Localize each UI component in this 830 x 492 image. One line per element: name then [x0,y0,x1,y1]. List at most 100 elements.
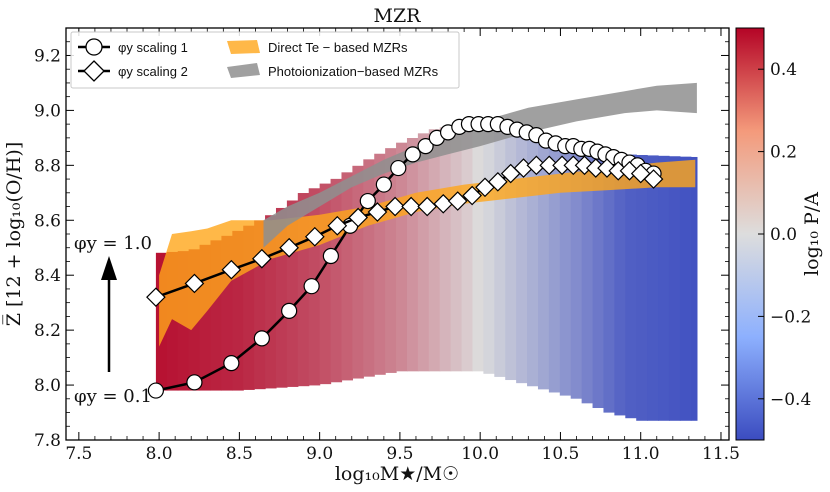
model-band-strip [428,129,441,372]
y-tick-label: 9.0 [34,101,61,121]
scaling-2-point [304,226,325,247]
scaling-2-point [348,207,369,228]
model-band-strip [385,148,397,373]
colorbar-tick-label: −0.4 [770,390,811,410]
scaling-2-point [574,155,595,176]
model-band-strip [341,172,353,381]
model-band-strip [647,155,659,421]
phi-arrow-head [101,256,117,280]
x-tick-label: 8.0 [146,444,173,464]
y-tick-label: 8.2 [34,321,61,341]
scaling-1-point [281,302,298,320]
scaling-2-point [385,196,405,217]
y-axis-title: Z̅ [12 + log₁₀(O/H)] [3,142,25,327]
scaling-2-point [279,237,299,258]
model-band-strip [679,156,692,421]
legend-box [70,31,460,89]
colorbar-title: log₁₀ P/A [801,192,823,276]
model-band-strip [363,159,375,377]
scaling-2-point [619,160,640,181]
model-band-strip [472,124,484,372]
chart-title: MZR [374,5,422,27]
model-band-strip [581,147,594,404]
x-tick-label: 7.5 [65,444,92,464]
colorbar-tick-label: 0.4 [770,60,797,80]
photoionization-band [263,82,697,248]
colorbar-tick-label: −0.2 [770,307,811,327]
model-band-strip [559,141,572,396]
model-band-strip [319,183,332,385]
model-band-strip [374,153,386,375]
model-band-strip [417,133,430,372]
model-band-strip [537,134,550,390]
model-band-strip [548,138,561,393]
model-band-strip [516,128,528,384]
legend-label-scaling-2: φy scaling 2 [118,64,188,79]
x-tick-label: 9.0 [306,444,333,464]
scaling-1-point [223,354,240,372]
legend: φy scaling 1 φy scaling 2 Direct Te − ba… [70,31,460,89]
model-band-strip [396,142,408,372]
scaling-1-point [359,192,376,210]
scaling-1-point [417,138,434,155]
legend-label-scaling-1: φy scaling 1 [118,40,188,55]
model-band-strip [461,124,474,372]
model-band-strip [439,127,452,372]
scaling-2-point [252,248,272,269]
model-band-strip [166,251,179,391]
legend-label-photoionization: Photoionization−based MZRs [268,64,439,79]
model-band-strip [199,244,212,391]
model-band-strip [275,207,288,388]
legend-direct-te-swatch [227,40,260,54]
colorbar-tick-label: 0.2 [770,143,797,163]
scaling-2-point [643,169,664,189]
legend-diamond-marker [83,60,105,82]
scaling-1-point [322,247,339,265]
x-tick-label: 9.5 [386,444,413,464]
y-tick-label: 8.0 [34,376,61,396]
scaling-2-point [417,196,438,217]
scaling-2-point [401,196,421,217]
model-band-strip [603,151,615,413]
scaling-2-point [221,259,242,280]
colorbar-tick-label: 0.0 [770,225,797,245]
phi-bottom-label: φy = 0.1 [74,386,152,407]
scaling-1-point [253,330,270,347]
x-axis-title: log₁₀M★/M☉ [335,463,459,485]
model-band-strip [527,131,539,387]
legend-photoionization-swatch [227,63,260,78]
x-tick-label: 11.0 [622,444,660,464]
colorbar-ticks: 0.4 0.2 0.0 −0.2 −0.4 [758,60,811,410]
model-band-strip [243,225,255,390]
model-band-strip [668,156,681,421]
x-tick-label: 10.5 [542,444,580,464]
scaling-2-point [487,171,508,192]
model-band-strip [265,215,277,389]
scaling-2-point [447,191,468,211]
scaling-1-point [404,146,421,163]
y-tick-label: 8.8 [34,156,61,176]
scaling-1-point [186,374,203,391]
series-layer [146,116,664,399]
model-band-strip [221,235,233,391]
model-band-strip [505,127,517,381]
scaling-1-point [375,176,392,193]
model-band-strip [483,124,495,374]
model-band-strip [406,138,419,372]
model-band-strip [254,220,266,390]
model-band-strip [232,230,244,391]
scaling-1-point [303,278,320,295]
model-band-strip [450,125,463,372]
y-tick-label: 7.8 [34,431,61,451]
model-band-strip [592,149,605,409]
legend-label-direct-te: Direct Te − based MZRs [268,40,408,55]
x-tick-label: 8.5 [226,444,253,464]
scaling-1-point [390,159,407,177]
model-band-strip [614,153,626,416]
legend-circle-marker [85,38,103,56]
model-band-strip [297,193,310,387]
model-color-bands [155,124,698,421]
model-band-strip [210,240,222,391]
scaling-2-point [462,185,482,206]
